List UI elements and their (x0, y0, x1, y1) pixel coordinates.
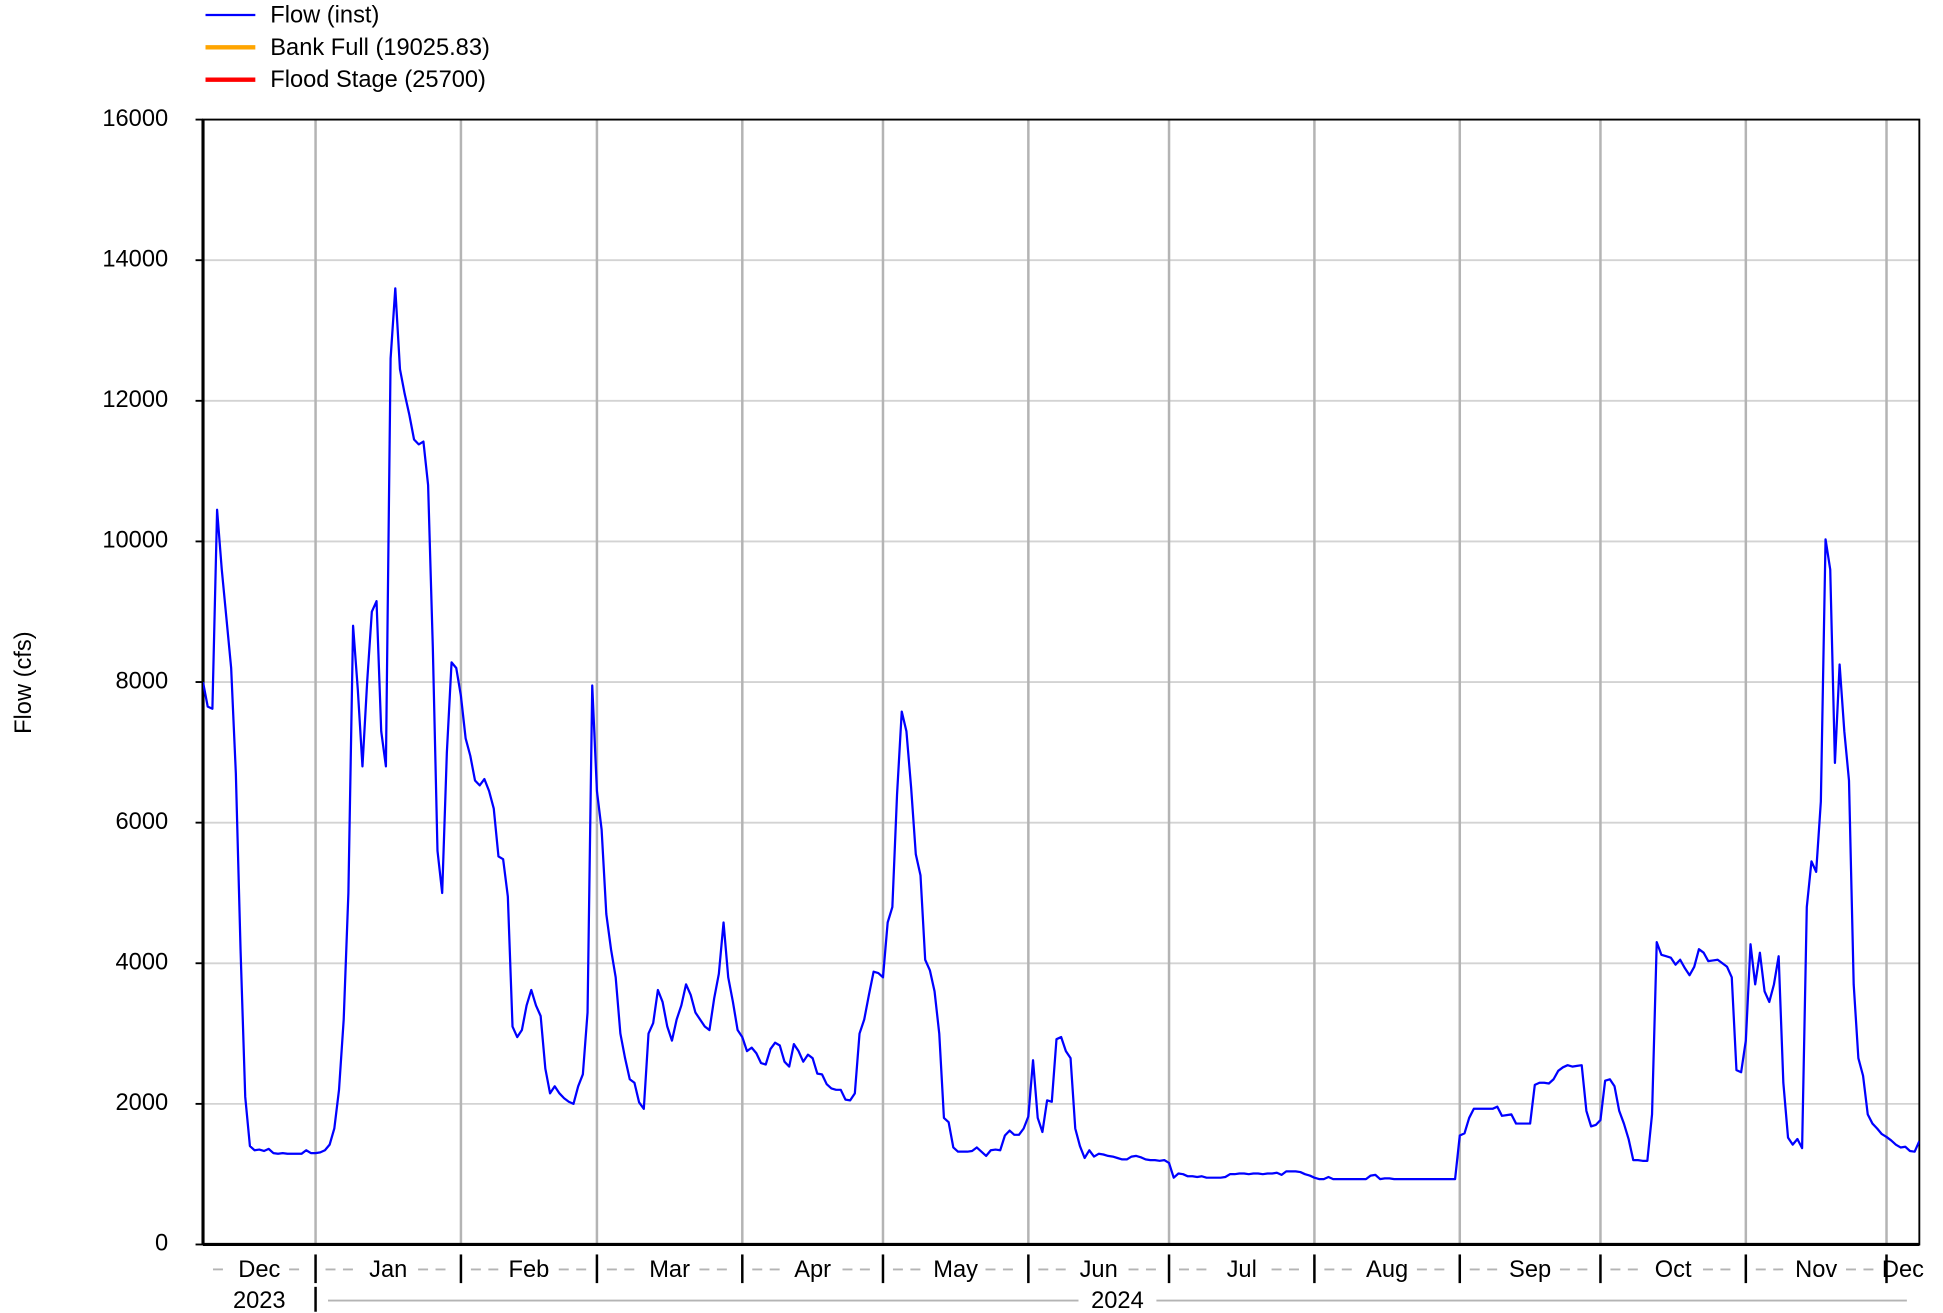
y-axis-label: Flow (cfs) (11, 631, 37, 734)
y-tick-label: 6000 (116, 809, 169, 835)
flow-line (203, 287, 1920, 1181)
y-tick-label: 8000 (116, 668, 169, 694)
y-tick-label: 12000 (102, 387, 168, 413)
x-tick-label: Oct (1655, 1257, 1692, 1283)
plot-area (203, 287, 1920, 1181)
x-tick-label: Jan (369, 1257, 407, 1283)
y-tick-label: 4000 (116, 950, 169, 976)
x-tick-label: Jun (1080, 1257, 1118, 1283)
year-label: 2024 (1091, 1288, 1144, 1313)
x-tick-label: Dec (238, 1257, 280, 1283)
x-tick-label: Aug (1366, 1257, 1408, 1283)
legend-label: Flood Stage (25700) (270, 67, 486, 93)
x-tick-label: Sep (1509, 1257, 1551, 1283)
y-tick-label: 16000 (102, 106, 168, 132)
y-tick-label: 14000 (102, 246, 168, 272)
y-tick-label: 2000 (116, 1090, 169, 1116)
x-tick-label: Jul (1227, 1257, 1257, 1283)
legend-label: Bank Full (19025.83) (270, 35, 490, 61)
x-tick-label: Dec (1882, 1257, 1924, 1283)
x-tick-label: Mar (649, 1257, 690, 1283)
x-tick-label: May (933, 1257, 978, 1283)
x-tick-label: Feb (509, 1257, 550, 1283)
y-tick-label: 10000 (102, 528, 168, 554)
x-tick-label: Nov (1795, 1257, 1837, 1283)
x-tick-label: Apr (794, 1257, 831, 1283)
legend-label: Flow (inst) (270, 2, 379, 28)
y-tick-label: 0 (155, 1231, 168, 1257)
year-label: 2023 (233, 1288, 286, 1313)
